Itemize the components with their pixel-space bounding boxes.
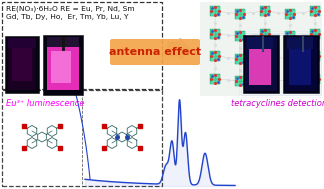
Text: N: N — [115, 135, 119, 139]
Text: RE(NO₃)·6H₂O RE = Eu, Pr, Nd, Sm
Gd, Tb, Dy, Ho,  Er, Tm, Yb, Lu, Y: RE(NO₃)·6H₂O RE = Eu, Pr, Nd, Sm Gd, Tb,… — [6, 5, 135, 20]
Text: tetracyclines detection: tetracyclines detection — [231, 99, 324, 108]
FancyBboxPatch shape — [285, 37, 317, 91]
FancyBboxPatch shape — [289, 47, 311, 85]
FancyBboxPatch shape — [43, 35, 83, 95]
FancyBboxPatch shape — [12, 46, 32, 81]
FancyBboxPatch shape — [47, 37, 79, 47]
FancyBboxPatch shape — [287, 37, 313, 49]
FancyBboxPatch shape — [2, 2, 162, 89]
Text: antenna effect: antenna effect — [109, 47, 201, 57]
Text: N: N — [125, 135, 129, 139]
FancyBboxPatch shape — [47, 45, 79, 90]
FancyBboxPatch shape — [249, 47, 271, 85]
FancyBboxPatch shape — [110, 39, 200, 65]
FancyBboxPatch shape — [2, 90, 162, 186]
FancyArrow shape — [168, 38, 190, 60]
Text: Eu³⁺ luminescence: Eu³⁺ luminescence — [6, 99, 84, 108]
FancyBboxPatch shape — [5, 36, 39, 93]
FancyBboxPatch shape — [8, 39, 36, 90]
FancyBboxPatch shape — [283, 35, 319, 93]
FancyBboxPatch shape — [200, 2, 322, 96]
FancyBboxPatch shape — [245, 37, 277, 91]
FancyBboxPatch shape — [51, 51, 71, 83]
FancyBboxPatch shape — [8, 38, 36, 48]
FancyBboxPatch shape — [243, 35, 279, 93]
FancyBboxPatch shape — [247, 37, 273, 49]
